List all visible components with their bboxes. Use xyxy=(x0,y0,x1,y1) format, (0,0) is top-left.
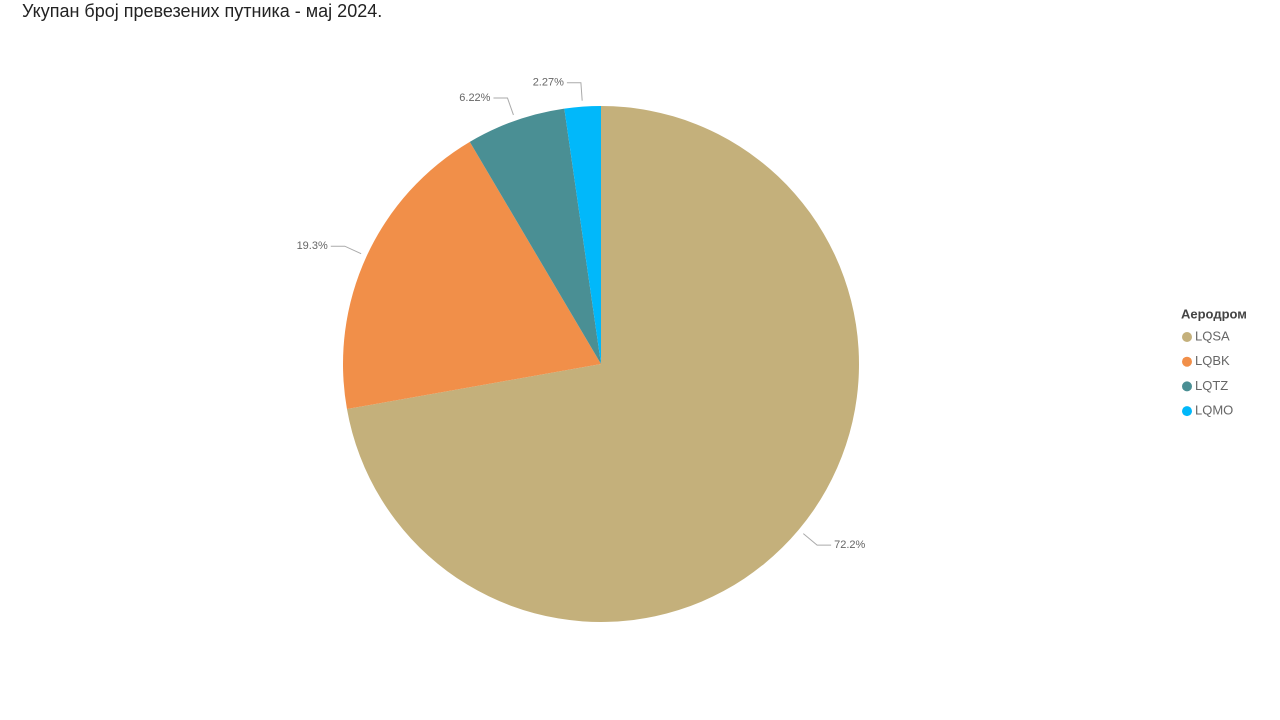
data-label: 6.22% xyxy=(459,92,490,104)
legend-marker xyxy=(1182,332,1192,342)
legend-label: LQTZ xyxy=(1195,378,1228,393)
legend-marker xyxy=(1182,356,1192,367)
pie-slice xyxy=(346,106,860,622)
leader-line xyxy=(802,533,832,546)
data-label: 2.27% xyxy=(533,77,564,89)
legend-title: Аеродром xyxy=(1181,306,1247,321)
leader-line xyxy=(330,245,362,255)
legend-marker xyxy=(1182,406,1192,417)
legend-label: LQBK xyxy=(1195,353,1230,368)
leader-line xyxy=(566,82,583,101)
legend-marker xyxy=(1182,381,1192,392)
data-label: 72.2% xyxy=(834,539,865,551)
pie-slice xyxy=(469,108,601,364)
pie-slice xyxy=(343,141,601,410)
data-label: 19.3% xyxy=(297,240,328,252)
legend-label: LQMO xyxy=(1195,403,1233,418)
legend-label: LQSA xyxy=(1195,328,1230,343)
pie-slice xyxy=(564,106,601,364)
leader-line xyxy=(493,97,514,116)
chart-title: Укупан број превезених путника - мај 202… xyxy=(22,1,382,21)
